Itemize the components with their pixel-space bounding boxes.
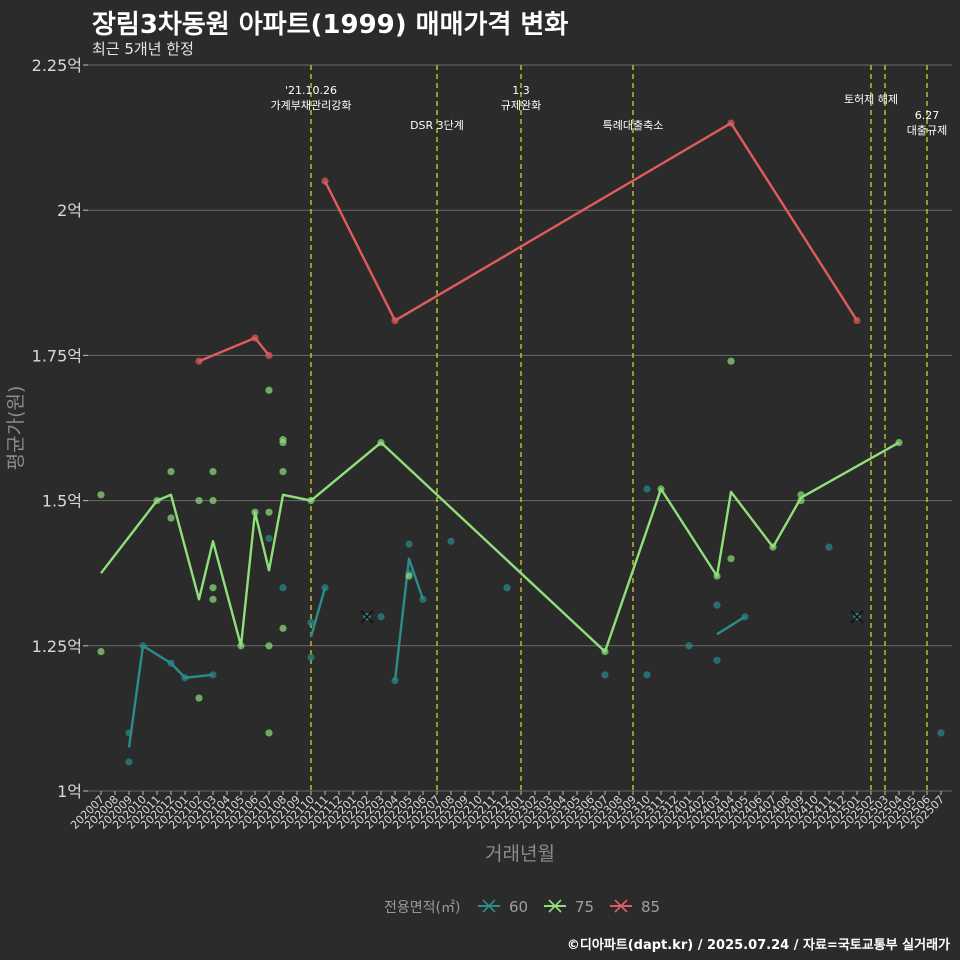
series-line-60: [127, 644, 214, 748]
x-axis-label: 거래년월: [485, 843, 555, 865]
cross-marker-60: [850, 610, 864, 624]
data-point-60: [643, 671, 651, 679]
event-label-line: 대출규제: [907, 124, 947, 137]
event-label: 토허제 해제: [844, 92, 898, 106]
legend-cross: [614, 899, 628, 913]
data-point-75: [209, 467, 217, 476]
data-point-75: [727, 357, 735, 365]
event-label-line: 특례대출축소: [603, 119, 664, 132]
data-point-75: [209, 497, 217, 505]
data-point-60: [279, 584, 287, 592]
y-tick-label: 2억: [57, 201, 82, 220]
chart-title: 장림3차동원 아파트(1999) 매매가격 변화: [92, 10, 569, 40]
data-point-75: [265, 386, 273, 394]
data-point-60: [937, 729, 945, 737]
source-caption: ©디아파트(dapt.kr) / 2025.07.24 / 자료=국토교통부 실…: [566, 938, 950, 953]
legend-item-75: 75: [544, 898, 594, 916]
y-tick-label: 2.25억: [32, 56, 82, 75]
data-point-75: [195, 694, 203, 702]
event-label: 특례대출축소: [603, 119, 664, 132]
event-label-line: 규제완화: [501, 99, 541, 112]
legend-cross: [548, 899, 562, 913]
legend: 전용면적(㎡) 60 75 85: [384, 898, 660, 916]
data-point-60: [713, 601, 721, 609]
series-line-60: [716, 615, 746, 636]
data-point-75: [265, 642, 273, 650]
series-line-85: [323, 121, 859, 322]
series-line-85: [198, 336, 270, 363]
grid-layer: [88, 64, 952, 792]
y-tick-label: 1.25억: [32, 637, 82, 656]
data-point-60: [307, 653, 315, 662]
data-point-60: [391, 677, 399, 685]
data-point-75: [209, 584, 217, 592]
data-point-60: [307, 618, 315, 627]
data-point-75: [405, 572, 413, 580]
y-tick-label: 1.75억: [32, 346, 82, 365]
event-label-line: 토허제 해제: [844, 92, 898, 106]
event-label: DSR 3단계: [410, 119, 464, 132]
event-label: 6.27 대출규제: [907, 109, 947, 137]
data-point-75: [209, 595, 217, 603]
cross-marker-60: [360, 610, 374, 624]
legend-label: 75: [575, 898, 594, 916]
legend-label: 60: [509, 898, 528, 916]
data-point-75: [97, 491, 105, 499]
data-point-75: [279, 624, 287, 632]
event-label-line: 1.3: [512, 84, 530, 97]
data-point-75: [265, 729, 273, 737]
data-point-60: [265, 534, 273, 542]
data-point-60: [643, 485, 651, 493]
event-label-line: '21.10.26: [285, 84, 337, 97]
data-point-60: [601, 671, 609, 679]
legend-item-85: 85: [610, 898, 660, 916]
event-label-line: 6.27: [915, 109, 940, 122]
series-line-60: [393, 557, 425, 681]
data-point-75: [279, 438, 287, 447]
chart-subtitle: 최근 5개년 한정: [92, 40, 194, 58]
legend-label: 85: [641, 898, 660, 916]
data-point-75: [265, 508, 273, 516]
y-axis-label: 평균가(원): [5, 386, 27, 471]
legend-item-60: 60: [478, 898, 528, 916]
series-line-75: [100, 441, 900, 653]
series-layer: [97, 119, 945, 766]
data-point-60: [685, 642, 693, 650]
legend-cross: [482, 899, 496, 913]
data-point-60: [377, 613, 385, 621]
data-point-75: [97, 648, 105, 656]
data-point-60: [825, 543, 833, 551]
event-label: '21.10.26 가계부채관리강화: [271, 84, 352, 112]
data-point-60: [405, 540, 413, 548]
data-point-75: [195, 497, 203, 505]
data-point-75: [167, 514, 175, 522]
data-point-75: [279, 467, 287, 476]
series-line-60: [309, 587, 327, 638]
event-label-line: 가계부채관리강화: [271, 99, 352, 112]
data-point-75: [167, 467, 175, 476]
event-label-line: DSR 3단계: [410, 119, 464, 132]
data-point-75: [727, 555, 735, 563]
event-label: 1.3 규제완화: [501, 84, 541, 112]
y-tick-label: 1억: [57, 782, 82, 801]
data-point-60: [503, 584, 511, 592]
data-point-60: [125, 758, 133, 766]
data-point-60: [447, 537, 455, 545]
legend-title: 전용면적(㎡): [384, 900, 460, 916]
y-tick-label: 1.5억: [42, 492, 82, 511]
data-point-60: [713, 656, 721, 664]
axis-layer: 1억1.25억1.5억1.75억2억2.25억20200720200820200…: [32, 56, 947, 832]
